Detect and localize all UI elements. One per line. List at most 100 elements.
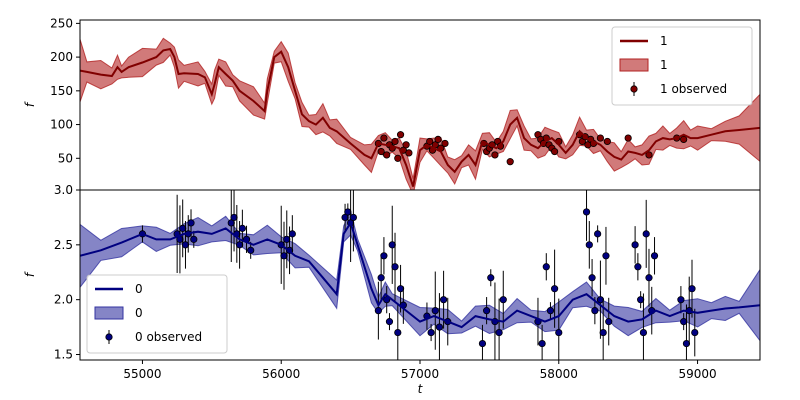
legend-band-swatch (94, 306, 124, 320)
bottom-xtick-label: 55000 (123, 367, 161, 381)
top-observed-point (434, 135, 442, 144)
bottom-observed-point (599, 328, 607, 337)
bottom-observed-point (235, 241, 244, 249)
top-legend: 1 1 1 observed (611, 26, 753, 106)
top-observed-point (441, 139, 449, 148)
bottom-observed-point (591, 307, 599, 315)
top-panel: 3.0 50 100 150 200 250 f 1 1 1 observed (23, 16, 761, 197)
legend-point-swatch (105, 333, 113, 341)
bottom-panel: 1.5 2.0 2.5 55000 56000 57000 58000 59000 f t 0 0 0 … (23, 189, 761, 396)
bottom-observed-point (179, 224, 187, 232)
legend-band-swatch (619, 58, 649, 72)
bottom-observed-point (542, 263, 550, 271)
top-observed-point (624, 134, 632, 142)
legend-label: 1 (660, 58, 668, 72)
bottom-observed-point (190, 235, 198, 243)
bottom-ylabel: f (23, 271, 37, 277)
bottom-observed-point (181, 241, 190, 249)
bottom-observed-point (588, 274, 596, 282)
bottom-observed-point (344, 208, 352, 216)
bottom-observed-point (288, 230, 296, 238)
bottom-observed-point (247, 246, 255, 254)
bottom-observed-point (546, 307, 555, 315)
top-observed-point (405, 149, 413, 157)
top-observed-point (394, 154, 402, 162)
legend-label: 1 observed (660, 82, 727, 96)
bottom-observed-point (637, 296, 645, 304)
top-uncertainty-band (80, 37, 760, 190)
bottom-observed-point (551, 285, 559, 293)
bottom-ytick-label: 2.5 (54, 238, 73, 252)
legend-label: 0 (135, 306, 143, 320)
bottom-observed-point (691, 328, 699, 337)
bottom-observed-point (555, 328, 563, 337)
legend-point-swatch (630, 85, 638, 93)
top-observed-point (380, 134, 388, 142)
bottom-observed-point (439, 296, 448, 304)
bottom-observed-point (238, 224, 246, 232)
top-observed-point (603, 137, 611, 146)
bottom-observed-point (602, 252, 610, 260)
bottom-observed-point (478, 339, 487, 348)
bottom-xtick-label: 57000 (401, 367, 439, 381)
bottom-observed-point (585, 241, 593, 249)
top-observed-point (680, 135, 688, 144)
bottom-ytick-label: 1.5 (54, 348, 73, 362)
top-observed-point (391, 137, 399, 146)
bottom-observed-point (280, 252, 288, 260)
top-ytick-label: 50 (58, 151, 73, 165)
top-ytick-label: 3.0 (54, 183, 73, 197)
bottom-observed-point (631, 241, 639, 249)
bottom-observed-point (349, 213, 357, 222)
bottom-observed-point (634, 263, 642, 271)
bottom-observed-point (396, 285, 405, 293)
bottom-observed-point (230, 213, 238, 222)
bottom-observed-point (483, 307, 491, 315)
bottom-observed-point (538, 339, 546, 348)
bottom-plot-area (80, 190, 760, 360)
bottom-observed-point (680, 318, 688, 326)
bottom-observed-point (688, 285, 696, 293)
top-mean-line (80, 47, 760, 187)
top-ytick-label: 250 (50, 16, 73, 30)
legend-label: 0 (135, 282, 143, 296)
bottom-observed-point (391, 263, 399, 271)
bottom-observed-point (431, 307, 439, 315)
bottom-xtick-label: 56000 (262, 367, 300, 381)
bottom-observed-point (594, 230, 602, 238)
top-observed-point (396, 131, 405, 139)
top-observed-point (491, 151, 499, 159)
top-observed-point (645, 151, 653, 159)
bottom-observed-point (499, 296, 507, 304)
bottom-observed-point (582, 208, 591, 216)
bottom-observed-point (394, 328, 402, 337)
bottom-observed-point (495, 328, 503, 337)
bottom-observed-point (682, 339, 691, 348)
bottom-observed-point (388, 241, 396, 249)
bottom-observed-point (650, 252, 659, 260)
top-observed-point (377, 147, 385, 156)
legend-label: 0 observed (135, 330, 202, 344)
bottom-xtick-label: 58000 (540, 367, 578, 381)
top-observed-point (426, 137, 434, 146)
top-ytick-label: 100 (50, 118, 73, 132)
bottom-observed-point (639, 328, 648, 337)
top-observed-point (596, 134, 605, 142)
bottom-xlabel: t (418, 382, 424, 396)
bottom-observed-point (187, 219, 195, 227)
bottom-observed-point (642, 230, 650, 238)
legend-box (611, 26, 753, 106)
bottom-ytick-label: 2.0 (54, 293, 73, 307)
bottom-mean-line (80, 220, 760, 329)
top-observed-point (551, 147, 559, 156)
top-observed-point (506, 158, 514, 166)
bottom-observed-point (385, 318, 394, 326)
bottom-observed-point (283, 235, 291, 243)
bottom-observed-point (677, 296, 685, 304)
bottom-xtick-label: 59000 (678, 367, 716, 381)
bottom-observed-point (596, 296, 605, 304)
top-ytick-label: 200 (50, 50, 73, 64)
legend-box (86, 274, 228, 354)
bottom-observed-point (487, 274, 495, 282)
